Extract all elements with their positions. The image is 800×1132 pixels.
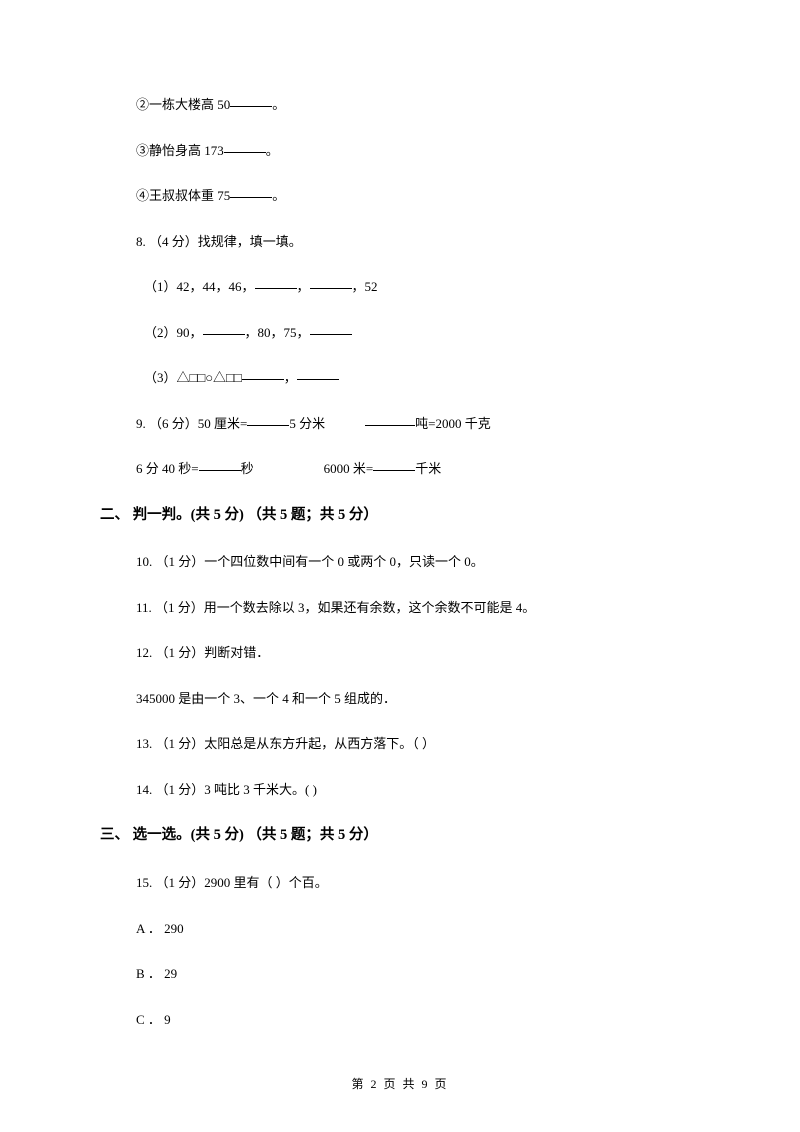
blank-field[interactable] [310, 322, 352, 335]
q8-2-b: ，80，75， [245, 325, 310, 340]
q9-l2-d: 千米 [415, 461, 441, 476]
blank-field[interactable] [310, 276, 352, 289]
question-14: 14. （1 分）3 吨比 3 千米大。( ) [100, 780, 700, 800]
q15-option-a: A ． 290 [100, 919, 700, 939]
period: 。 [272, 97, 285, 112]
q8-1-b: ， [297, 279, 310, 294]
q9-b: 5 分米 [289, 416, 325, 431]
question-item-4: ④王叔叔体重 75 。 [100, 186, 700, 206]
blank-field[interactable] [365, 413, 415, 426]
q9-l2-b: 秒 [241, 461, 254, 476]
question-12: 12. （1 分）判断对错． [100, 643, 700, 663]
period: 。 [266, 143, 279, 158]
question-9-line2: 6 分 40 秒= 秒 6000 米= 千米 [100, 459, 700, 479]
blank-field[interactable] [224, 140, 266, 153]
question-item-3: ③静怡身高 173 。 [100, 141, 700, 161]
blank-field[interactable] [242, 367, 284, 380]
q12-body-text: 345000 是由一个 3、一个 4 和一个 5 组成的． [136, 691, 396, 706]
question-12-body: 345000 是由一个 3、一个 4 和一个 5 组成的． [100, 689, 700, 709]
blank-field[interactable] [247, 413, 289, 426]
q8-3-a: （3）△□□○△□□ [144, 370, 242, 385]
question-10: 10. （1 分）一个四位数中间有一个 0 或两个 0，只读一个 0。 [100, 552, 700, 572]
blank-field[interactable] [230, 185, 272, 198]
section-3-header: 三、 选一选。(共 5 分) （共 5 题；共 5 分） [100, 825, 700, 847]
q15-option-b: B ． 29 [100, 964, 700, 984]
footer-text: 第 2 页 共 9 页 [351, 1077, 448, 1091]
page-footer: 第 2 页 共 9 页 [0, 1075, 800, 1092]
q8-1-c: ，52 [352, 279, 378, 294]
blank-field[interactable] [203, 322, 245, 335]
q-item2-text: ②一栋大楼高 50 [136, 97, 230, 112]
question-11: 11. （1 分）用一个数去除以 3，如果还有余数，这个余数不可能是 4。 [100, 598, 700, 618]
q9-a: 9. （6 分）50 厘米= [136, 416, 247, 431]
section-2-header: 二、 判一判。(共 5 分) （共 5 题；共 5 分） [100, 505, 700, 527]
q15-text: 15. （1 分）2900 里有（ ）个百。 [136, 875, 328, 890]
period: 。 [272, 188, 285, 203]
question-item-2: ②一栋大楼高 50 。 [100, 95, 700, 115]
q8-2-a: （2）90， [144, 325, 203, 340]
question-8-header: 8. （4 分）找规律，填一填。 [100, 232, 700, 252]
q-item4-text: ④王叔叔体重 75 [136, 188, 230, 203]
question-9: 9. （6 分）50 厘米= 5 分米 吨=2000 千克 [100, 414, 700, 434]
q8-header-text: 8. （4 分）找规律，填一填。 [136, 234, 302, 249]
section3-text: 三、 选一选。(共 5 分) （共 5 题；共 5 分） [100, 827, 378, 843]
q8-3-b: ， [284, 370, 297, 385]
q15-option-c: C ． 9 [100, 1010, 700, 1030]
blank-field[interactable] [199, 458, 241, 471]
q8-1-a: （1）42，44，46， [144, 279, 255, 294]
q14-text: 14. （1 分）3 吨比 3 千米大。( ) [136, 782, 317, 797]
blank-field[interactable] [297, 367, 339, 380]
q10-text: 10. （1 分）一个四位数中间有一个 0 或两个 0，只读一个 0。 [136, 554, 484, 569]
q13-text: 13. （1 分）太阳总是从东方升起，从西方落下。（ ） [136, 736, 435, 751]
q9-l2-a: 6 分 40 秒= [136, 461, 199, 476]
q9-c: 吨=2000 千克 [415, 416, 491, 431]
question-13: 13. （1 分）太阳总是从东方升起，从西方落下。（ ） [100, 734, 700, 754]
q-item3-text: ③静怡身高 173 [136, 143, 224, 158]
question-8-3: （3）△□□○△□□ ， [100, 368, 700, 388]
q15-a-text: A ． 290 [136, 921, 184, 936]
q9-l2-c: 6000 米= [324, 461, 374, 476]
question-15: 15. （1 分）2900 里有（ ）个百。 [100, 873, 700, 893]
q11-text: 11. （1 分）用一个数去除以 3，如果还有余数，这个余数不可能是 4。 [136, 600, 535, 615]
blank-field[interactable] [255, 276, 297, 289]
q12-text: 12. （1 分）判断对错． [136, 645, 269, 660]
blank-field[interactable] [373, 458, 415, 471]
section2-text: 二、 判一判。(共 5 分) （共 5 题；共 5 分） [100, 507, 378, 523]
question-8-1: （1）42，44，46， ， ，52 [100, 277, 700, 297]
blank-field[interactable] [230, 94, 272, 107]
q15-c-text: C ． 9 [136, 1012, 171, 1027]
question-8-2: （2）90， ，80，75， [100, 323, 700, 343]
q15-b-text: B ． 29 [136, 966, 177, 981]
